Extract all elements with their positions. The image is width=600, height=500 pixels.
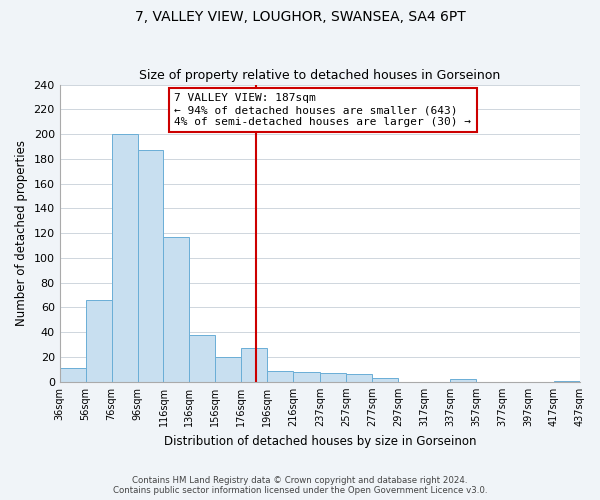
Bar xyxy=(450,380,476,382)
Bar xyxy=(267,370,293,382)
Bar xyxy=(373,378,398,382)
Bar xyxy=(320,373,346,382)
X-axis label: Distribution of detached houses by size in Gorseinon: Distribution of detached houses by size … xyxy=(164,434,476,448)
Bar xyxy=(59,368,86,382)
Text: 7, VALLEY VIEW, LOUGHOR, SWANSEA, SA4 6PT: 7, VALLEY VIEW, LOUGHOR, SWANSEA, SA4 6P… xyxy=(134,10,466,24)
Bar xyxy=(112,134,137,382)
Bar xyxy=(241,348,267,382)
Y-axis label: Number of detached properties: Number of detached properties xyxy=(15,140,28,326)
Bar xyxy=(163,237,190,382)
Bar xyxy=(190,334,215,382)
Text: Contains HM Land Registry data © Crown copyright and database right 2024.
Contai: Contains HM Land Registry data © Crown c… xyxy=(113,476,487,495)
Bar xyxy=(554,380,580,382)
Bar xyxy=(346,374,373,382)
Bar xyxy=(293,372,320,382)
Bar xyxy=(215,357,241,382)
Bar xyxy=(86,300,112,382)
Bar xyxy=(137,150,163,382)
Text: 7 VALLEY VIEW: 187sqm
← 94% of detached houses are smaller (643)
4% of semi-deta: 7 VALLEY VIEW: 187sqm ← 94% of detached … xyxy=(174,94,471,126)
Title: Size of property relative to detached houses in Gorseinon: Size of property relative to detached ho… xyxy=(139,69,500,82)
